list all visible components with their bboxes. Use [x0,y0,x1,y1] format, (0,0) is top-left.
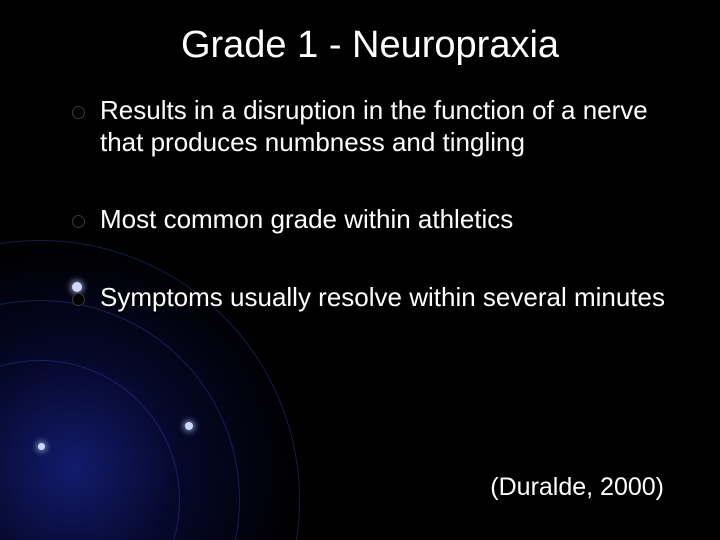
bullet-item: Results in a disruption in the function … [70,95,670,158]
slide-container: Grade 1 - Neuropraxia Results in a disru… [0,0,720,540]
bullet-item: Most common grade within athletics [70,204,670,236]
citation-text: (Duralde, 2000) [490,473,664,502]
bullet-list: Results in a disruption in the function … [70,95,670,314]
slide-title: Grade 1 - Neuropraxia [70,24,670,67]
bullet-item: Symptoms usually resolve within several … [70,282,670,314]
